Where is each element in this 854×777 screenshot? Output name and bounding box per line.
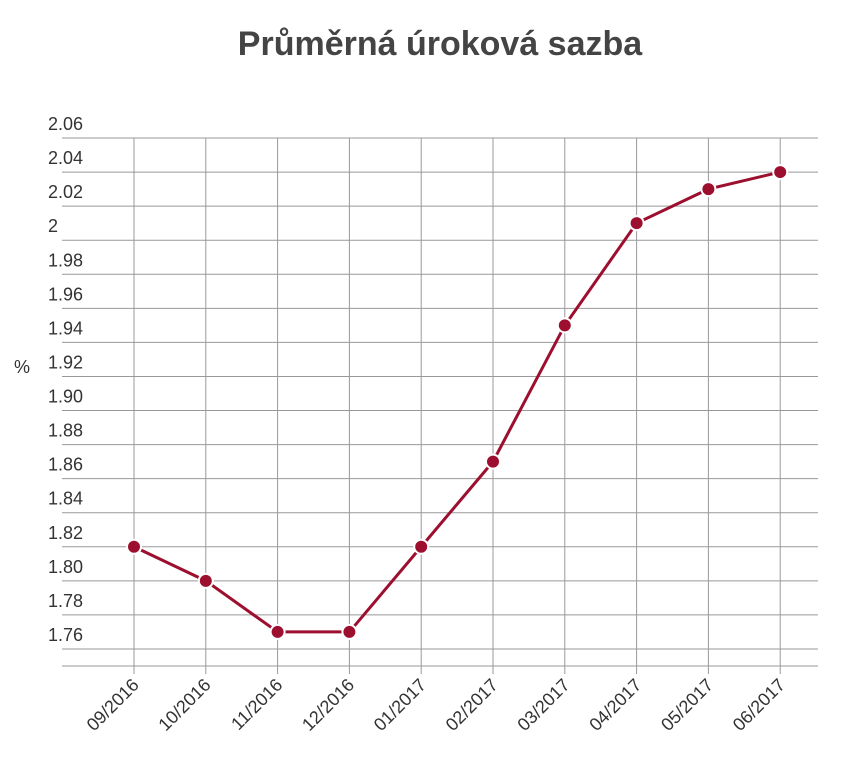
y-tick-label: 1.92: [48, 352, 83, 372]
x-tick-label: 04/2017: [585, 675, 645, 735]
y-tick-label: 1.90: [48, 387, 83, 407]
x-tick-label: 02/2017: [442, 675, 502, 735]
line: [133, 170, 781, 634]
x-tick-label: 11/2016: [227, 675, 286, 734]
y-tick-label: 1.84: [48, 489, 83, 509]
x-tick-label: 09/2016: [83, 675, 143, 735]
y-tick-label: 1.88: [48, 421, 83, 441]
y-tick-label: 2.02: [48, 182, 83, 202]
y-tick-label: 1.76: [48, 625, 83, 645]
point: [341, 623, 358, 640]
y-tick-label: 2: [48, 216, 58, 236]
x-tick-label: 12/2016: [298, 675, 358, 735]
y-tick-label: 2.06: [48, 114, 83, 134]
x-tick-label: 06/2017: [729, 675, 789, 735]
point: [628, 215, 645, 232]
y-tick-label: 1.78: [48, 591, 83, 611]
x-tick-label: 10/2016: [154, 675, 214, 735]
y-tick-label: 1.82: [48, 523, 83, 543]
y-tick-label: 1.98: [48, 250, 83, 270]
x-tick-label: 05/2017: [657, 675, 717, 735]
point: [485, 453, 501, 470]
y-tick-label: 2.04: [48, 148, 83, 168]
x-tick-label: 01/2017: [370, 675, 430, 735]
y-axis-title: %: [14, 357, 30, 377]
y-tick-label: 1.94: [48, 318, 83, 338]
point: [556, 317, 573, 334]
point: [700, 181, 717, 198]
point: [772, 164, 789, 181]
point: [269, 623, 286, 640]
chart-title: Průměrná úroková sazba: [238, 25, 643, 63]
point: [126, 538, 142, 555]
y-tick-label: 1.80: [48, 557, 83, 577]
x-tick-label: 03/2017: [513, 675, 573, 735]
point: [413, 538, 430, 555]
y-tick-label: 1.86: [48, 455, 83, 475]
y-tick-label: 1.96: [48, 284, 83, 304]
point: [197, 572, 214, 589]
